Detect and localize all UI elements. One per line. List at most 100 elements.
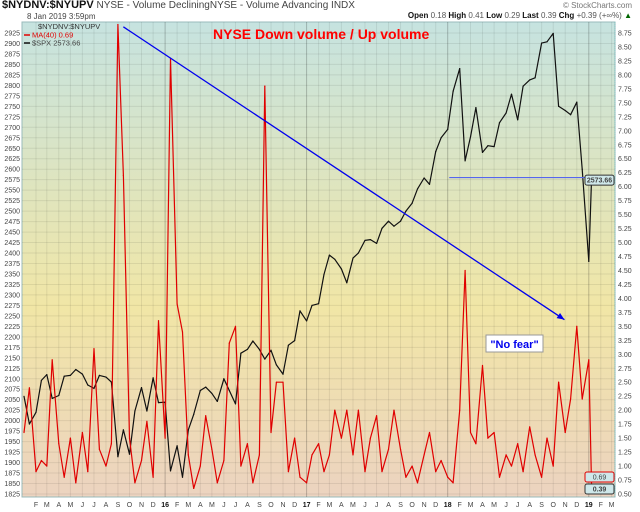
- data-point: [328, 454, 331, 456]
- high-label: High: [448, 11, 467, 20]
- data-point: [505, 112, 507, 114]
- chart-title: NYSE Down volume / Up volume: [213, 26, 429, 42]
- data-point: [258, 454, 261, 456]
- last-tag-box: [584, 483, 615, 495]
- data-point: [346, 409, 348, 411]
- data-point: [287, 344, 290, 346]
- x-tick-label: F: [34, 502, 38, 509]
- data-point: [176, 445, 178, 447]
- data-point: [464, 269, 466, 272]
- right-tick-label: 1.50: [618, 436, 632, 443]
- left-tick-label: 2425: [4, 240, 20, 247]
- data-point: [423, 177, 425, 179]
- data-point: [69, 437, 71, 439]
- data-point: [105, 376, 107, 378]
- right-tick-label: 1.00: [618, 464, 632, 471]
- x-tick-label: O: [268, 502, 274, 509]
- data-point: [375, 242, 378, 244]
- data-point: [252, 482, 254, 484]
- x-tick-label: S: [257, 502, 262, 509]
- last-tag: 0.39: [593, 487, 607, 494]
- data-point: [475, 106, 477, 109]
- data-point: [211, 392, 213, 395]
- data-point: [534, 77, 536, 79]
- data-point: [93, 348, 95, 350]
- left-tick-label: 2200: [4, 334, 20, 341]
- data-point: [69, 374, 71, 376]
- x-tick-label: A: [104, 502, 109, 509]
- left-tick-label: 2775: [4, 93, 20, 100]
- data-point: [187, 454, 189, 456]
- data-point: [187, 429, 189, 431]
- data-point: [152, 476, 154, 478]
- right-tick-label: 8.75: [618, 31, 632, 38]
- data-point: [510, 93, 513, 95]
- open-value: 0.18: [430, 11, 447, 20]
- data-point: [40, 459, 42, 462]
- data-point: [357, 252, 359, 254]
- data-point: [375, 415, 378, 417]
- data-point: [399, 220, 402, 222]
- x-tick-label: M: [326, 502, 332, 509]
- x-tick-label: O: [551, 502, 557, 509]
- x-tick-label: J: [92, 502, 96, 509]
- data-point: [340, 437, 342, 439]
- data-point: [193, 413, 195, 415]
- data-point: [146, 410, 148, 412]
- data-point: [105, 465, 107, 467]
- left-tick-label: 2075: [4, 387, 20, 394]
- data-point: [529, 426, 531, 428]
- data-point: [193, 487, 195, 490]
- data-point: [546, 41, 548, 43]
- annotations: [122, 26, 593, 321]
- legend-item-spx: $SPX 2573.66: [32, 39, 80, 48]
- data-point: [334, 258, 336, 260]
- data-point: [205, 386, 207, 388]
- data-point: [63, 375, 65, 377]
- data-point: [205, 415, 207, 417]
- data-point: [334, 409, 336, 411]
- description: NYSE - Volume DecliningNYSE - Volume Adv…: [96, 0, 355, 11]
- data-point: [176, 303, 178, 305]
- data-point: [381, 471, 383, 473]
- data-point: [270, 349, 272, 351]
- x-tick-label: J: [504, 502, 508, 509]
- callout-no-fear: "No fear": [485, 334, 544, 353]
- right-tick-label: 5.00: [618, 240, 632, 247]
- x-tick-label: M: [67, 502, 73, 509]
- data-point: [459, 409, 461, 411]
- x-tick-label: A: [527, 502, 532, 509]
- data-point: [305, 482, 308, 484]
- right-tick-label: 2.75: [618, 366, 632, 373]
- right-tick-label: 7.25: [618, 114, 632, 121]
- data-point: [416, 482, 419, 484]
- x-tick-label: A: [198, 502, 203, 509]
- right-tick-label: 6.75: [618, 142, 632, 149]
- x-tick-label: S: [116, 502, 121, 509]
- data-point: [534, 454, 536, 456]
- data-point: [169, 470, 172, 472]
- data-point: [294, 340, 296, 342]
- data-point: [81, 373, 83, 375]
- data-point: [352, 454, 354, 456]
- x-tick-label: D: [292, 502, 297, 509]
- ma-tag-box: [584, 471, 615, 483]
- callout-text: "No fear": [490, 339, 538, 351]
- left-tick-label: 2625: [4, 156, 20, 163]
- data-point: [493, 145, 495, 148]
- data-point: [411, 465, 413, 467]
- data-point: [423, 454, 425, 456]
- data-point: [435, 471, 437, 473]
- legend: $NYDNV:$NYUPV MA(40) 0.69 $SPX 2573.66: [24, 22, 100, 48]
- left-axis: 1825 1850 1875 1900 1925 1950 1975 2000 2025 2050…: [4, 31, 20, 499]
- chart-header: $NYDNV:$NYUPV NYSE - Volume DecliningNYS…: [2, 0, 355, 11]
- data-point: [352, 257, 354, 259]
- left-tick-label: 1875: [4, 471, 20, 478]
- x-tick-label: A: [56, 502, 61, 509]
- data-point: [475, 443, 477, 445]
- symbol: $NYDNV:$NYUPV: [2, 0, 94, 11]
- x-tick-label: A: [386, 502, 391, 509]
- data-point: [447, 128, 449, 130]
- data-point: [294, 437, 296, 439]
- right-tick-label: 6.00: [618, 184, 632, 191]
